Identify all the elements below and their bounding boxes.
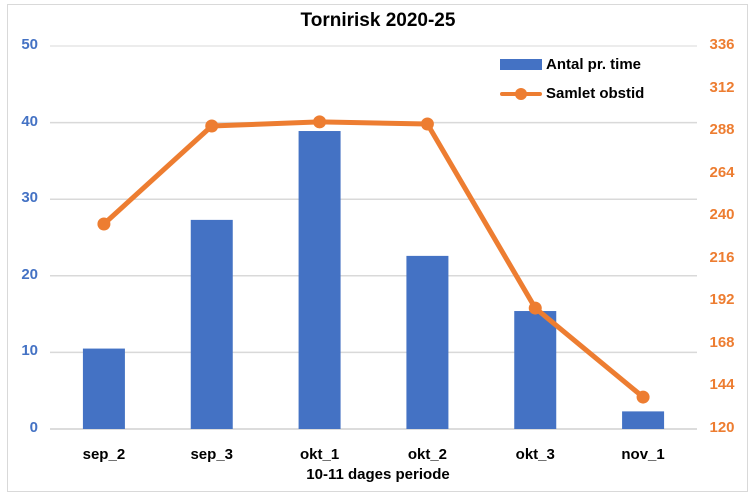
x-tick: sep_3 [190, 446, 234, 463]
x-tick: okt_3 [515, 446, 555, 463]
right-y-tick: 168 [709, 333, 735, 351]
bar-okt_1 [298, 131, 341, 429]
left-y-tick: 30 [21, 189, 38, 207]
bar-sep_2 [82, 348, 125, 429]
legend-item-line: Samlet obstid [500, 79, 644, 108]
right-y-tick: 288 [709, 121, 735, 139]
line-series [101, 119, 646, 400]
bar-okt_2 [406, 255, 449, 429]
right-y-tick: 120 [709, 419, 735, 436]
right-y-tick: 312 [709, 78, 735, 96]
x-tick: nov_1 [621, 446, 665, 463]
right-y-tick: 144 [709, 376, 735, 394]
x-tick: sep_2 [82, 446, 126, 463]
right-y-tick: 336 [709, 36, 735, 53]
right-y-tick: 192 [709, 291, 735, 309]
line-marker-nov_1 [636, 390, 650, 404]
left-y-tick: 50 [21, 36, 38, 53]
legend-item-bar: Antal pr. time [500, 50, 644, 79]
legend-line-label: Samlet obstid [546, 85, 645, 102]
left-y-tick: 0 [29, 419, 38, 436]
chart-title: Tornirisk 2020-25 [300, 10, 456, 31]
legend-bar-label: Antal pr. time [546, 56, 642, 73]
chart-frame [7, 4, 748, 492]
x-tick: okt_1 [299, 446, 340, 463]
bar-swatch-icon [500, 59, 542, 70]
line-marker-sep_2 [97, 217, 111, 231]
x-axis-label: 10-11 dages periode [306, 466, 450, 483]
left-y-tick: 10 [21, 342, 38, 360]
left-y-tick: 20 [21, 265, 38, 283]
line-marker-sep_3 [205, 119, 219, 133]
x-tick: okt_2 [407, 446, 447, 463]
bar-sep_3 [190, 219, 233, 429]
right-y-tick: 240 [709, 206, 735, 224]
line-marker-okt_3 [528, 301, 542, 315]
left-y-tick: 40 [21, 112, 38, 130]
line-marker-okt_1 [313, 115, 327, 129]
right-y-tick: 264 [709, 163, 735, 181]
legend: Antal pr. time Samlet obstid [500, 50, 644, 108]
right-y-tick: 216 [709, 248, 735, 266]
bar-okt_3 [514, 311, 557, 429]
line-marker-okt_2 [420, 117, 434, 131]
bar-nov_1 [622, 411, 665, 429]
line-marker-swatch-icon [500, 87, 542, 101]
